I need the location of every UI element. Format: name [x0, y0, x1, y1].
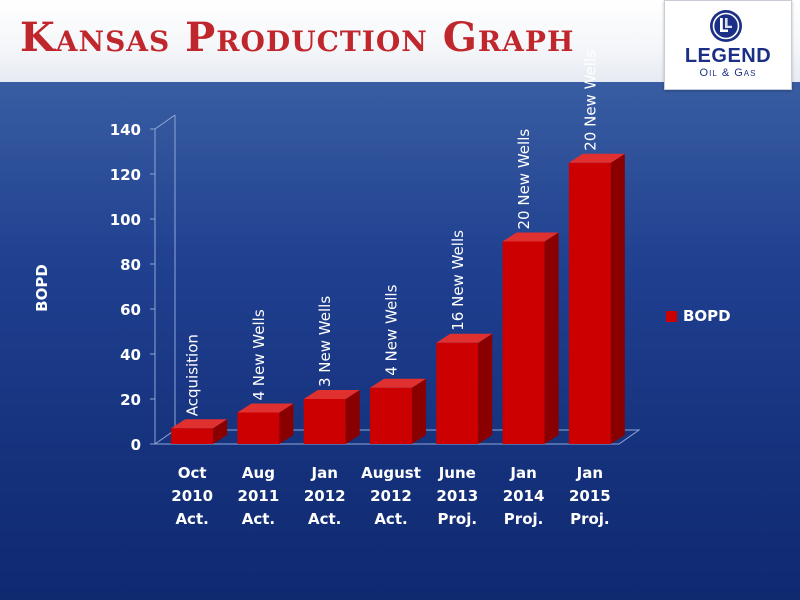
x-category-label: 2010 — [171, 487, 213, 505]
x-category-label: 2013 — [436, 487, 478, 505]
company-logo: LEGEND Oil & Gas — [664, 0, 792, 90]
bar-side — [345, 390, 360, 444]
legend-logo-icon — [710, 10, 742, 42]
chart-legend: BOPD — [666, 307, 731, 325]
y-tick-label: 140 — [110, 121, 141, 139]
x-category-label: Jan — [311, 464, 338, 482]
bar — [568, 162, 611, 444]
bar-top — [303, 390, 360, 399]
chart-side-wall — [154, 114, 176, 444]
bar-top — [568, 153, 625, 163]
y-tick-label: 100 — [110, 211, 141, 229]
x-category-label: Jan — [509, 464, 536, 482]
bar-annotation: 4 New Wells — [250, 309, 268, 400]
bar-side — [478, 333, 493, 444]
x-category-label: Act. — [242, 510, 275, 528]
bar-top — [370, 378, 426, 388]
x-category-label: Proj. — [504, 510, 544, 528]
bar-top — [436, 333, 493, 343]
x-category-label: 2015 — [569, 487, 611, 505]
bar-annotation: 3 New Wells — [316, 296, 334, 387]
bar-side — [279, 403, 294, 444]
y-tick-label: 60 — [120, 301, 141, 319]
bar — [303, 399, 346, 444]
x-category-label: August — [361, 464, 421, 482]
x-category-label: 2011 — [238, 487, 280, 505]
logo-subtitle: Oil & Gas — [699, 67, 757, 79]
bar — [237, 412, 280, 444]
bar-annotation: 20 New Wells — [515, 129, 533, 230]
y-tick-label: 120 — [110, 166, 141, 184]
x-category-label: Act. — [175, 510, 208, 528]
x-category-label: Act. — [308, 510, 341, 528]
bar-top — [237, 403, 294, 413]
x-category-label: June — [438, 464, 476, 482]
bar-top — [171, 419, 228, 429]
x-category-label: 2012 — [304, 487, 346, 505]
x-category-label: Jan — [576, 464, 603, 482]
x-category-label: Oct — [178, 464, 207, 482]
x-category-label: Proj. — [438, 510, 478, 528]
x-category-label: Act. — [374, 510, 407, 528]
bar-top — [502, 232, 559, 242]
bar-side — [213, 419, 228, 444]
bar-side — [610, 153, 625, 444]
y-tick-label: 80 — [120, 256, 141, 274]
bar-side — [412, 378, 426, 444]
legend-label: BOPD — [683, 307, 731, 325]
bar-annotation: 16 New Wells — [449, 230, 467, 331]
bar-side — [544, 232, 559, 444]
x-category-label: Aug — [242, 464, 275, 482]
logo-wordmark: LEGEND — [684, 45, 772, 67]
bar — [436, 342, 479, 444]
x-category-label: 2012 — [370, 487, 412, 505]
bar — [171, 428, 214, 444]
x-category-label: 2014 — [503, 487, 545, 505]
y-tick-label: 20 — [120, 391, 141, 409]
bar-annotation: 4 New Wells — [383, 284, 401, 375]
x-category-label: Proj. — [570, 510, 610, 528]
y-tick-label: 40 — [120, 346, 141, 364]
bar-annotation: 20 New Wells — [581, 50, 599, 151]
y-tick-label: 0 — [131, 436, 141, 454]
page-title: Kansas Production Graph — [20, 14, 575, 61]
legend-swatch — [666, 310, 677, 322]
bar-annotation: Acquisition — [184, 334, 202, 416]
bar — [502, 241, 545, 444]
bar — [370, 387, 412, 444]
